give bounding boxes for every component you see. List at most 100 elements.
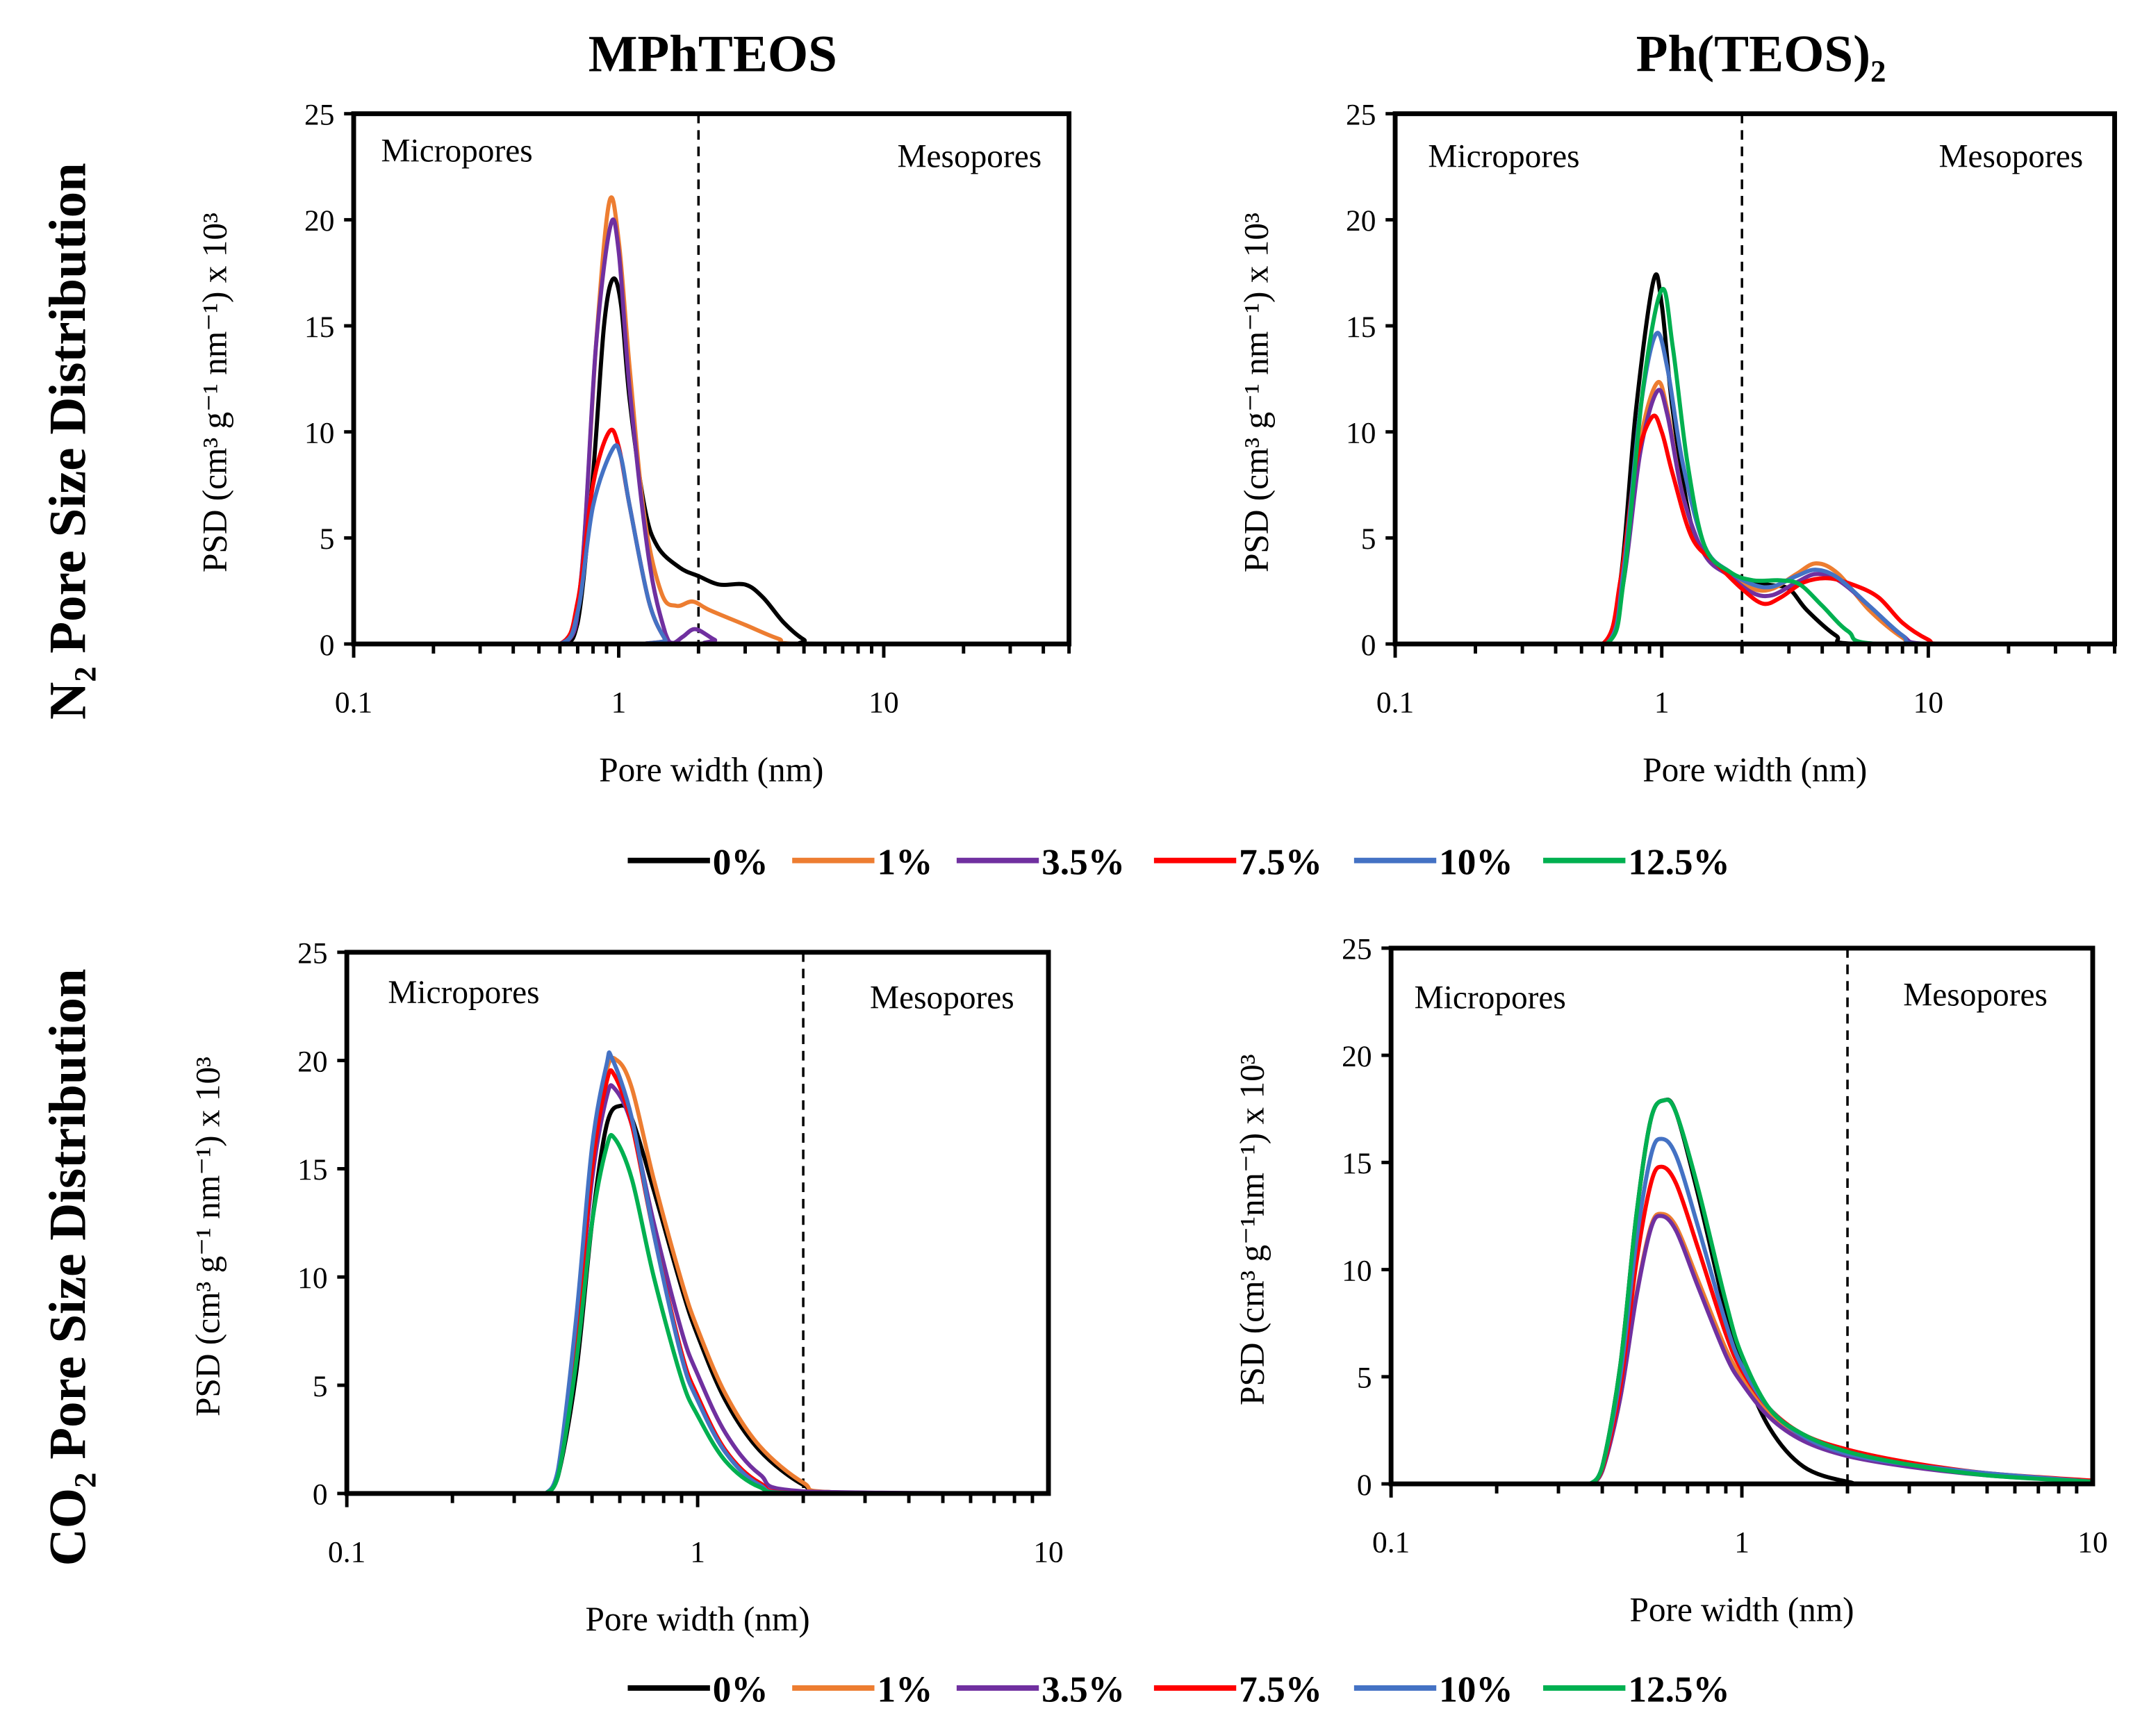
y-tick-label: 20 [1342, 1040, 1372, 1073]
x-axis-label: Pore width (nm) [586, 1600, 810, 1638]
plot-frame [1388, 945, 2096, 1487]
column-title-mphteos: MPhTEOS [588, 26, 837, 83]
x-tick-label: 10 [1033, 1536, 1063, 1569]
y-tick-label: 0 [320, 629, 335, 662]
legend-top: 0% 1% 3.5% 7.5% 10% 12.5% [627, 841, 1730, 882]
legend-label: 3.5% [1041, 1669, 1125, 1710]
row-label-co2: CO₂ Pore Size Distribution [39, 968, 97, 1566]
x-tick-label: 10 [2077, 1526, 2107, 1560]
y-axis-label: PSD (cm³ g⁻¹ nm⁻¹) x 10³ [189, 1057, 227, 1416]
legend-item: 1% [792, 1669, 932, 1710]
y-tick-label: 15 [304, 311, 334, 344]
chart-n2-mphteos: 0 5 10 15 20 25 0.1 1 10 Pore width (nm) PSD (cm³ … [196, 98, 1072, 788]
series-line-3_5pct [1588, 1214, 2093, 1486]
y-tick-label: 10 [297, 1262, 327, 1295]
legend-label: 0% [713, 841, 768, 882]
mesopores-label: Mesopores [1903, 977, 2048, 1014]
y-tick-label: 15 [1342, 1147, 1372, 1180]
y-tick-label: 0 [1361, 629, 1376, 662]
legend-item: 10% [1353, 841, 1513, 882]
plot-frame [1392, 111, 2117, 647]
y-tick-label: 20 [304, 204, 334, 238]
y-tick-label: 0 [1357, 1469, 1372, 1502]
x-tick-label: 0.1 [335, 686, 372, 720]
y-tick-label: 15 [1346, 311, 1376, 344]
y-tick-label: 10 [1346, 416, 1376, 449]
y-tick-label: 5 [1357, 1362, 1372, 1395]
legend-label: 12.5% [1628, 1669, 1729, 1710]
series-group [1588, 1098, 2093, 1487]
y-tick-label: 20 [297, 1045, 327, 1078]
series-line-3_5pct [497, 217, 1010, 646]
legend-item: 12.5% [1543, 841, 1730, 882]
legend-label: 1% [877, 1669, 932, 1710]
y-tick-label: 20 [1346, 204, 1376, 238]
series-line-0pct [497, 276, 1010, 646]
legend-item: 0% [627, 841, 768, 882]
legend-label: 7.5% [1239, 1669, 1322, 1710]
row-label-n2: N₂ Pore Size Distribution [39, 163, 97, 720]
legend-bottom: 0% 1% 3.5% 7.5% 10% 12.5% [627, 1669, 1730, 1710]
mesopores-label: Mesopores [897, 139, 1041, 175]
series-group [1540, 272, 2056, 646]
series-line-1pct [544, 1055, 1049, 1496]
micropores-label: Micropores [1428, 139, 1579, 175]
legend-label: 10% [1439, 841, 1513, 882]
series-line-7_5pct [544, 1068, 1049, 1496]
x-tick-label: 0.1 [1372, 1526, 1410, 1560]
y-tick-label: 5 [320, 522, 335, 556]
legend-label: 0% [713, 1669, 768, 1710]
series-group [497, 195, 1010, 646]
x-tick-label: 0.1 [328, 1536, 365, 1569]
plot-frame [351, 111, 1072, 647]
y-tick-label: 5 [1361, 522, 1376, 556]
series-line-0pct [1588, 1098, 2093, 1487]
legend-label: 12.5% [1628, 841, 1729, 882]
legend-item: 0% [627, 1669, 768, 1710]
legend-item: 1% [792, 841, 932, 882]
y-tick-label: 5 [313, 1370, 328, 1403]
legend-label: 7.5% [1239, 841, 1322, 882]
chart-co2-phteos2: 0 5 10 15 20 25 0.1 1 10 Pore width (nm) PSD (cm³ … [1233, 933, 2108, 1629]
legend-item: 7.5% [1153, 1669, 1322, 1710]
micropores-label: Micropores [381, 133, 532, 170]
y-axis-label: PSD (cm³ g⁻¹ nm⁻¹) x 10³ [196, 213, 234, 572]
y-tick-label: 25 [1346, 98, 1376, 131]
y-axis-label: PSD (cm³ g⁻¹nm⁻¹) x 10³ [1233, 1054, 1271, 1405]
series-line-10pct [1588, 1136, 2093, 1486]
y-tick-label: 25 [1342, 933, 1372, 966]
x-tick-label: 10 [868, 686, 898, 720]
y-tick-label: 25 [304, 98, 334, 131]
series-line-12_5pct [544, 1133, 1049, 1496]
series-line-1pct [1588, 1212, 2093, 1486]
y-axis-label: PSD (cm³ g⁻¹ nm⁻¹) x 10³ [1237, 213, 1276, 572]
x-tick-label: 1 [690, 1536, 705, 1569]
legend-item: 3.5% [956, 841, 1125, 882]
y-tick-label: 10 [1342, 1254, 1372, 1287]
series-line-12_5pct [1540, 286, 2056, 646]
y-tick-label: 10 [304, 416, 334, 449]
micropores-label: Micropores [1415, 980, 1566, 1016]
column-title-phteos2: Ph(TEOS)₂ [1636, 26, 1886, 83]
legend-label: 3.5% [1041, 841, 1125, 882]
x-tick-label: 1 [1734, 1526, 1749, 1560]
series-line-7_5pct [497, 427, 1010, 646]
legend-label: 1% [877, 841, 932, 882]
x-axis-label: Pore width (nm) [599, 750, 823, 788]
x-tick-label: 0.1 [1376, 686, 1414, 720]
series-line-1pct [497, 195, 1010, 646]
legend-item: 12.5% [1543, 1669, 1730, 1710]
mesopores-label: Mesopores [1938, 139, 2083, 175]
x-tick-label: 1 [611, 686, 627, 720]
legend-label: 10% [1439, 1669, 1513, 1710]
y-tick-label: 25 [297, 937, 327, 970]
chart-co2-mphteos: 0 5 10 15 20 25 0.1 1 10 Pore width (nm) PSD (cm³ … [189, 937, 1064, 1639]
x-tick-label: 1 [1654, 686, 1670, 720]
series-line-10pct [544, 1050, 1049, 1496]
x-axis-label: Pore width (nm) [1642, 750, 1867, 788]
mesopores-label: Mesopores [870, 980, 1014, 1016]
legend-item: 3.5% [956, 1669, 1125, 1710]
x-axis-label: Pore width (nm) [1629, 1590, 1854, 1628]
micropores-label: Micropores [388, 975, 539, 1011]
